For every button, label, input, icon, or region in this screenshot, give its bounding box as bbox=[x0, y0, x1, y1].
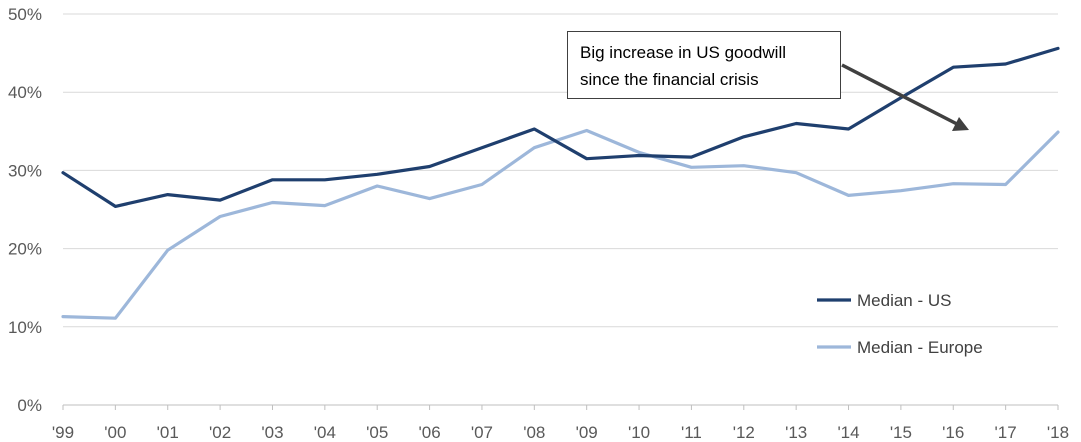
y-tick-label: 50% bbox=[8, 5, 42, 24]
y-tick-label: 10% bbox=[8, 318, 42, 337]
x-tick-label: '14 bbox=[837, 423, 859, 442]
x-tick-label: '03 bbox=[261, 423, 283, 442]
x-tick-label: '08 bbox=[523, 423, 545, 442]
x-axis-tick-labels: '99 '00 '01 '02 '03 '04 '05 '06 '07 '08 '09 '10 '11 '… bbox=[52, 423, 1069, 442]
x-tick-label: '05 bbox=[366, 423, 388, 442]
x-tick-label: '07 bbox=[471, 423, 493, 442]
legend-label: Median - Europe bbox=[857, 338, 983, 357]
x-tick-label: '15 bbox=[890, 423, 912, 442]
x-tick-label: '10 bbox=[628, 423, 650, 442]
arrow-head bbox=[952, 117, 969, 131]
x-tick-label: '00 bbox=[104, 423, 126, 442]
y-tick-label: 30% bbox=[8, 161, 42, 180]
x-tick-label: '11 bbox=[681, 423, 702, 442]
annotation-line-1: Big increase in US goodwill bbox=[580, 43, 786, 62]
y-tick-label: 40% bbox=[8, 83, 42, 102]
y-tick-label: 20% bbox=[8, 240, 42, 259]
x-tick-label: '02 bbox=[209, 423, 231, 442]
x-tick-label: '16 bbox=[942, 423, 964, 442]
series-lines bbox=[61, 46, 1060, 320]
x-tick-label: '13 bbox=[785, 423, 807, 442]
x-tick-label: '12 bbox=[733, 423, 755, 442]
legend: Median - US Median - Europe bbox=[817, 291, 983, 357]
x-tick-label: '18 bbox=[1047, 423, 1069, 442]
series-line-europe bbox=[61, 128, 1060, 320]
x-tick-label: '99 bbox=[52, 423, 74, 442]
y-tick-label: 0% bbox=[17, 396, 42, 415]
gridlines bbox=[63, 13, 1058, 328]
x-tick-label: '01 bbox=[157, 423, 179, 442]
series-line-us bbox=[61, 46, 1060, 208]
x-tick-label: '17 bbox=[995, 423, 1017, 442]
x-axis bbox=[62, 404, 1059, 410]
annotation-arrow bbox=[841, 63, 969, 131]
x-tick-label: '04 bbox=[314, 423, 336, 442]
x-tick-label: '06 bbox=[419, 423, 441, 442]
annotation-callout: Big increase in US goodwill since the fi… bbox=[567, 31, 841, 99]
legend-label: Median - US bbox=[857, 291, 951, 310]
y-axis-tick-labels: 0% 10% 20% 30% 40% 50% bbox=[8, 5, 42, 415]
annotation-line-2: since the financial crisis bbox=[580, 70, 759, 89]
x-tick-label: '09 bbox=[576, 423, 598, 442]
arrow-shaft bbox=[841, 63, 958, 126]
